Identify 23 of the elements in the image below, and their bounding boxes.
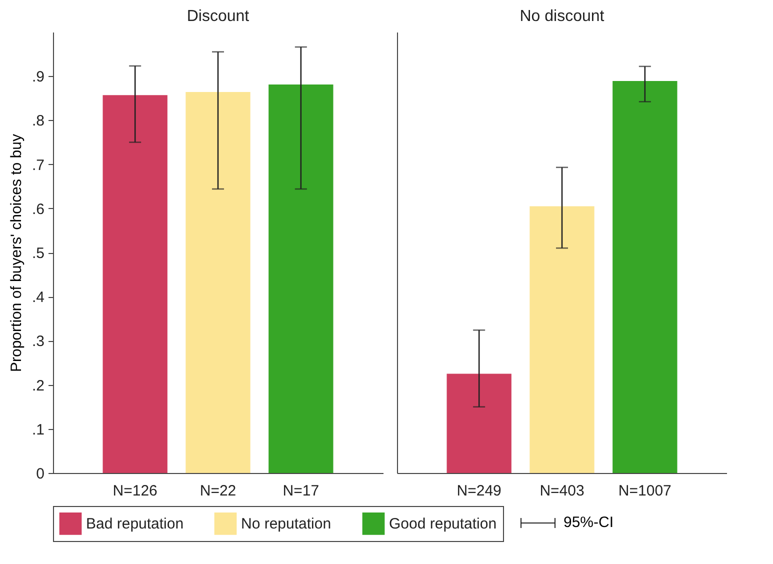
y-tick-label: .1 bbox=[32, 421, 44, 438]
legend-label: Good reputation bbox=[389, 516, 497, 533]
legend-label: No reputation bbox=[241, 516, 332, 533]
y-axis-title: Proportion of buyers' choices to buy bbox=[8, 134, 25, 372]
y-tick-label: .7 bbox=[32, 156, 44, 174]
y-tick-label: .6 bbox=[32, 200, 44, 218]
chart-title: No discount bbox=[520, 8, 605, 25]
text: 95%-CI bbox=[564, 514, 614, 531]
chart-title: Discount bbox=[186, 8, 250, 25]
x-tick-label: N=17 bbox=[282, 482, 320, 500]
y-tick-label: .2 bbox=[32, 377, 44, 394]
y-tick-label: .5 bbox=[32, 245, 44, 262]
y-tick-label: 0 bbox=[36, 466, 44, 482]
x-tick-label: N=403 bbox=[540, 482, 584, 500]
legend-label: Bad reputation bbox=[86, 516, 184, 533]
x-tick-label: N=22 bbox=[200, 482, 236, 500]
y-tick-label: .9 bbox=[32, 68, 44, 86]
x-tick-label: N=1007 bbox=[618, 482, 672, 500]
x-tick-label: N=126 bbox=[112, 482, 158, 500]
x-tick-label: N=249 bbox=[456, 482, 502, 500]
y-tick-label: .4 bbox=[32, 289, 44, 306]
y-tick-label: .8 bbox=[32, 112, 44, 130]
y-tick-label: .3 bbox=[32, 333, 44, 350]
